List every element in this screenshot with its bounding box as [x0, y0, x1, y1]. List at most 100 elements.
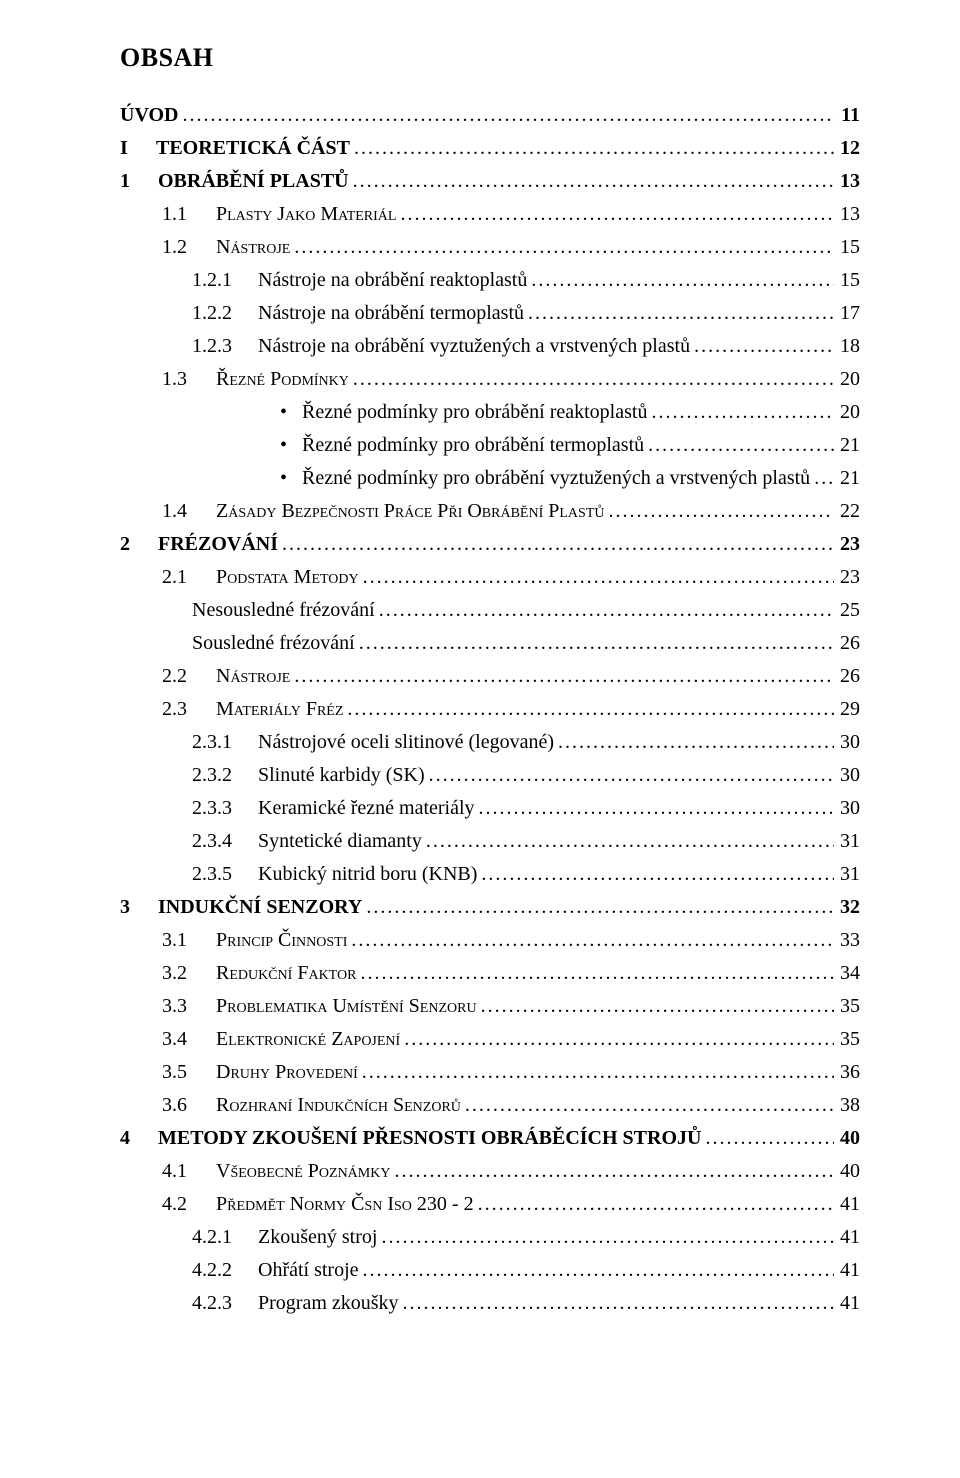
toc-entry-number: 3.6	[162, 1090, 216, 1121]
toc-page-number: 23	[834, 562, 860, 593]
toc-entry-text: Nesousledné frézování	[192, 595, 379, 626]
toc-page-number: 25	[834, 595, 860, 626]
toc-entry: 2.3Materiály Fréz29	[120, 694, 860, 725]
toc-page-number: 15	[834, 232, 860, 263]
toc-leader	[426, 826, 834, 857]
toc-entry: 1.2Nástroje 15	[120, 232, 860, 263]
toc-page-number: 13	[834, 199, 860, 230]
toc-entry: 3.4Elektronické Zapojení35	[120, 1024, 860, 1055]
toc-bullet: •Řezné podmínky pro obrábění termoplastů…	[280, 430, 860, 461]
toc-entry-text: Druhy Provedení	[216, 1057, 362, 1088]
toc-entry-number: 4.2	[162, 1189, 216, 1220]
toc-entry-text: Nástrojové oceli slitinové (legované)	[258, 727, 558, 758]
toc-entry-number: 1.2	[162, 232, 216, 263]
toc-entry-text: Nástroje na obrábění termoplastů	[258, 298, 528, 329]
toc-entry-text: FRÉZOVÁNÍ	[158, 529, 282, 560]
toc-entry-number: 2	[120, 529, 158, 560]
toc-page-number: 30	[834, 760, 860, 791]
toc-entry: 2.3.3Keramické řezné materiály30	[120, 793, 860, 824]
toc-page-number: 41	[834, 1255, 860, 1286]
bullet-glyph: •	[280, 430, 302, 461]
bullet-glyph: •	[280, 397, 302, 428]
toc-leader	[353, 364, 834, 395]
toc-part: ITEORETICKÁ ČÁST12	[120, 133, 860, 164]
toc-entry-number: 4	[120, 1123, 158, 1154]
toc-entry-number: 1.2.1	[192, 265, 258, 296]
toc-page-number: 15	[834, 265, 860, 296]
toc-entry: 3.3Problematika Umístění Senzoru35	[120, 991, 860, 1022]
toc-entry: 2FRÉZOVÁNÍ23	[120, 529, 860, 560]
toc-page-number: 41	[834, 1222, 860, 1253]
toc-entry-text: Nástroje	[216, 232, 294, 263]
toc-page-number: 41	[834, 1288, 860, 1319]
toc-leader	[183, 100, 836, 131]
toc-entry-number: 3.5	[162, 1057, 216, 1088]
toc-entry-number: 1	[120, 166, 158, 197]
toc-entry-number: 1.1	[162, 199, 216, 230]
toc-page-number: 26	[834, 661, 860, 692]
toc-entry: 2.3.5Kubický nitrid boru (KNB)31	[120, 859, 860, 890]
toc-entry: 1.2.3Nástroje na obrábění vyztužených a …	[120, 331, 860, 362]
toc-page-number: 38	[834, 1090, 860, 1121]
toc-leader	[814, 463, 834, 494]
toc-leader	[558, 727, 834, 758]
toc-entry: 2.3.1Nástrojové oceli slitinové (legovan…	[120, 727, 860, 758]
toc-entry: Nesousledné frézování 25	[120, 595, 860, 626]
toc-entry-number: 2.3.2	[192, 760, 258, 791]
toc-entry-text: Řezné podmínky pro obrábění termoplastů	[302, 430, 648, 461]
toc-page-number: 30	[834, 727, 860, 758]
toc-entry-text: Podstata Metody	[216, 562, 363, 593]
toc-part-number: I	[120, 133, 156, 164]
toc-entry: 2.2Nástroje26	[120, 661, 860, 692]
toc-entry-text: Syntetické diamanty	[258, 826, 426, 857]
toc-entry-number: 1.3	[162, 364, 216, 395]
toc-leader	[381, 1222, 834, 1253]
toc-page-number: 41	[834, 1189, 860, 1220]
toc-page-number: 26	[834, 628, 860, 659]
toc-leader	[353, 166, 834, 197]
toc-leader	[282, 529, 834, 560]
toc-page-number: 21	[834, 463, 860, 494]
toc-leader	[479, 793, 834, 824]
toc-entry-text: Keramické řezné materiály	[258, 793, 479, 824]
toc-entry-text: OBRÁBĚNÍ PLASTŮ	[158, 166, 353, 197]
toc-entry-text: Kubický nitrid boru (KNB)	[258, 859, 481, 890]
toc-entry-text: Program zkoušky	[258, 1288, 403, 1319]
toc-bullet: •Řezné podmínky pro obrábění reaktoplast…	[280, 397, 860, 428]
toc-page-number: 34	[834, 958, 860, 989]
toc-entry-number: 2.2	[162, 661, 216, 692]
toc-leader	[359, 628, 834, 659]
toc-leader	[694, 331, 834, 362]
toc-entry-number: 3.2	[162, 958, 216, 989]
toc-leader	[531, 265, 834, 296]
toc-leader	[363, 1255, 834, 1286]
toc-entry: 2.1Podstata Metody 23	[120, 562, 860, 593]
toc-leader	[478, 1189, 834, 1220]
toc-entry-text: Nástroje na obrábění reaktoplastů	[258, 265, 531, 296]
toc-leader	[354, 133, 834, 164]
toc-entry-text: TEORETICKÁ ČÁST	[156, 133, 354, 164]
toc-entry-text: Plasty Jako Materiál	[216, 199, 400, 230]
toc-entry-text: Všeobecné Poznámky	[216, 1156, 394, 1187]
toc-entry-text: Princip Činnosti	[216, 925, 351, 956]
toc-entry: 1.2.2Nástroje na obrábění termoplastů17	[120, 298, 860, 329]
toc-page-number: 35	[834, 991, 860, 1022]
toc-entry-number: 4.2.2	[192, 1255, 258, 1286]
toc-entry-text: Slinuté karbidy (SK)	[258, 760, 429, 791]
toc-entry-text: Materiály Fréz	[216, 694, 347, 725]
toc-leader	[360, 958, 834, 989]
toc-entry-text: Elektronické Zapojení	[216, 1024, 404, 1055]
toc-leader	[404, 1024, 834, 1055]
toc-entry: 4.2.1Zkoušený stroj41	[120, 1222, 860, 1253]
toc-entry: 2.3.4Syntetické diamanty31	[120, 826, 860, 857]
toc-page-number: 33	[834, 925, 860, 956]
toc-entry-text: Rozhraní Indukčních Senzorů	[216, 1090, 465, 1121]
toc-entry-number: 3.3	[162, 991, 216, 1022]
toc-entry: ÚVOD11	[120, 100, 860, 131]
toc-page: OBSAH ÚVOD11ITEORETICKÁ ČÁST121OBRÁBĚNÍ …	[0, 0, 960, 1478]
toc-entry: Sousledné frézování26	[120, 628, 860, 659]
toc-page-number: 18	[834, 331, 860, 362]
toc-leader	[651, 397, 834, 428]
toc-entry-number: 4.2.3	[192, 1288, 258, 1319]
toc-entry-number: 2.1	[162, 562, 216, 593]
